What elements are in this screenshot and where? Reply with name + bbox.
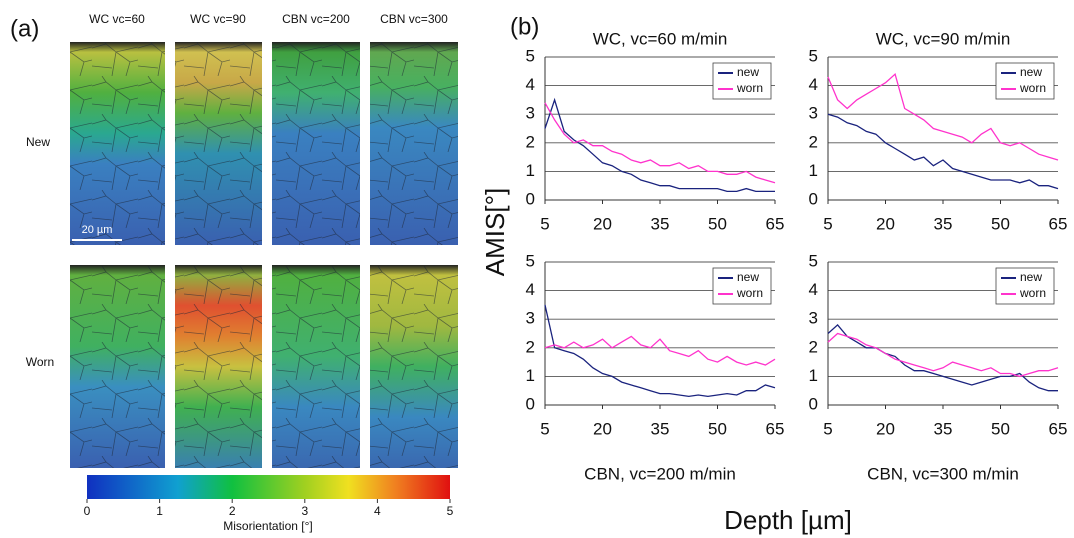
legend-label: new	[1020, 65, 1042, 79]
y-tick-label: 0	[526, 394, 535, 413]
colorbar-tick-label: 2	[229, 504, 236, 518]
column-label: WC vc=60	[89, 12, 145, 26]
chart-title: WC, vc=90 m/min	[876, 29, 1011, 48]
x-axis-label: Depth [µm]	[724, 505, 852, 535]
legend-box	[995, 62, 1055, 100]
data-line	[544, 102, 776, 184]
x-tick-label: 20	[593, 214, 612, 233]
grain-texture	[370, 265, 458, 468]
column-label: CBN vc=200	[282, 12, 350, 26]
chart-title: WC, vc=60 m/min	[593, 29, 728, 48]
y-tick-label: 1	[809, 161, 818, 180]
grain-texture	[272, 42, 360, 245]
x-tick-label: 5	[823, 419, 832, 438]
x-tick-label: 5	[823, 214, 832, 233]
y-tick-label: 4	[809, 280, 818, 299]
y-tick-label: 4	[526, 75, 535, 94]
x-tick-label: 65	[1049, 419, 1068, 438]
y-tick-label: 3	[809, 104, 818, 123]
y-tick-label: 3	[809, 309, 818, 328]
x-tick-label: 50	[991, 419, 1010, 438]
legend-label: new	[1020, 270, 1042, 284]
data-line	[827, 73, 1059, 161]
x-tick-label: 50	[991, 214, 1010, 233]
column-label: WC vc=90	[190, 12, 246, 26]
y-tick-label: 1	[526, 161, 535, 180]
legend-label: worn	[736, 286, 763, 300]
data-line	[544, 97, 775, 193]
grain-texture	[175, 265, 262, 468]
legend-label: worn	[736, 81, 763, 95]
colorbar-tick-label: 5	[447, 504, 454, 518]
row-label: Worn	[26, 355, 54, 369]
x-tick-label: 20	[593, 419, 612, 438]
y-axis-label: AMIS[°]	[480, 188, 510, 276]
x-tick-label: 5	[540, 214, 549, 233]
legend-box	[712, 62, 772, 100]
legend-box	[712, 267, 772, 305]
y-tick-label: 4	[526, 280, 535, 299]
legend-box	[995, 267, 1055, 305]
chart-title: CBN, vc=300 m/min	[867, 464, 1019, 483]
y-tick-label: 2	[526, 132, 535, 151]
x-tick-label: 35	[651, 214, 670, 233]
x-tick-label: 5	[540, 419, 549, 438]
chart-title: CBN, vc=200 m/min	[584, 464, 736, 483]
data-line	[544, 304, 776, 398]
x-tick-label: 65	[1049, 214, 1068, 233]
ebsd-maps	[70, 42, 458, 468]
grain-texture	[70, 265, 165, 468]
colorbar-tick-label: 1	[156, 504, 163, 518]
colorbar	[87, 475, 450, 499]
grain-texture	[370, 42, 458, 245]
legend-label: worn	[1019, 81, 1046, 95]
y-tick-label: 3	[526, 309, 535, 328]
x-tick-label: 35	[934, 419, 953, 438]
y-tick-label: 3	[526, 104, 535, 123]
y-tick-label: 5	[526, 46, 535, 65]
grain-texture	[70, 42, 165, 245]
x-tick-label: 65	[766, 419, 785, 438]
legend-label: worn	[1019, 286, 1046, 300]
data-line	[544, 335, 776, 366]
y-tick-label: 2	[526, 337, 535, 356]
panel-label: (b)	[510, 13, 539, 40]
column-label: CBN vc=300	[380, 12, 448, 26]
colorbar-tick-label: 4	[374, 504, 381, 518]
x-tick-label: 50	[708, 214, 727, 233]
row-label: New	[26, 135, 50, 149]
y-tick-label: 5	[809, 251, 818, 270]
y-tick-label: 1	[526, 366, 535, 385]
grain-texture	[175, 42, 262, 245]
x-tick-label: 20	[876, 419, 895, 438]
y-tick-label: 5	[526, 251, 535, 270]
y-tick-label: 4	[809, 75, 818, 94]
legend-label: new	[737, 270, 759, 284]
grain-texture	[272, 265, 360, 468]
x-tick-label: 35	[651, 419, 670, 438]
y-tick-label: 1	[809, 366, 818, 385]
y-tick-label: 2	[809, 337, 818, 356]
scale-bar-label: 20 µm	[82, 224, 113, 236]
data-line	[827, 113, 1059, 190]
x-tick-label: 20	[876, 214, 895, 233]
y-tick-label: 0	[809, 189, 818, 208]
panel-label: (a)	[10, 15, 39, 42]
y-tick-label: 0	[809, 394, 818, 413]
data-line	[827, 323, 1058, 392]
x-tick-label: 35	[934, 214, 953, 233]
colorbar-tick-label: 0	[84, 504, 91, 518]
y-tick-label: 5	[809, 46, 818, 65]
y-tick-label: 2	[809, 132, 818, 151]
x-tick-label: 50	[708, 419, 727, 438]
colorbar-label: Misorientation [°]	[223, 519, 313, 533]
data-line	[827, 332, 1059, 378]
legend-label: new	[737, 65, 759, 79]
y-tick-label: 0	[526, 189, 535, 208]
colorbar-tick-label: 3	[301, 504, 308, 518]
x-tick-label: 65	[766, 214, 785, 233]
